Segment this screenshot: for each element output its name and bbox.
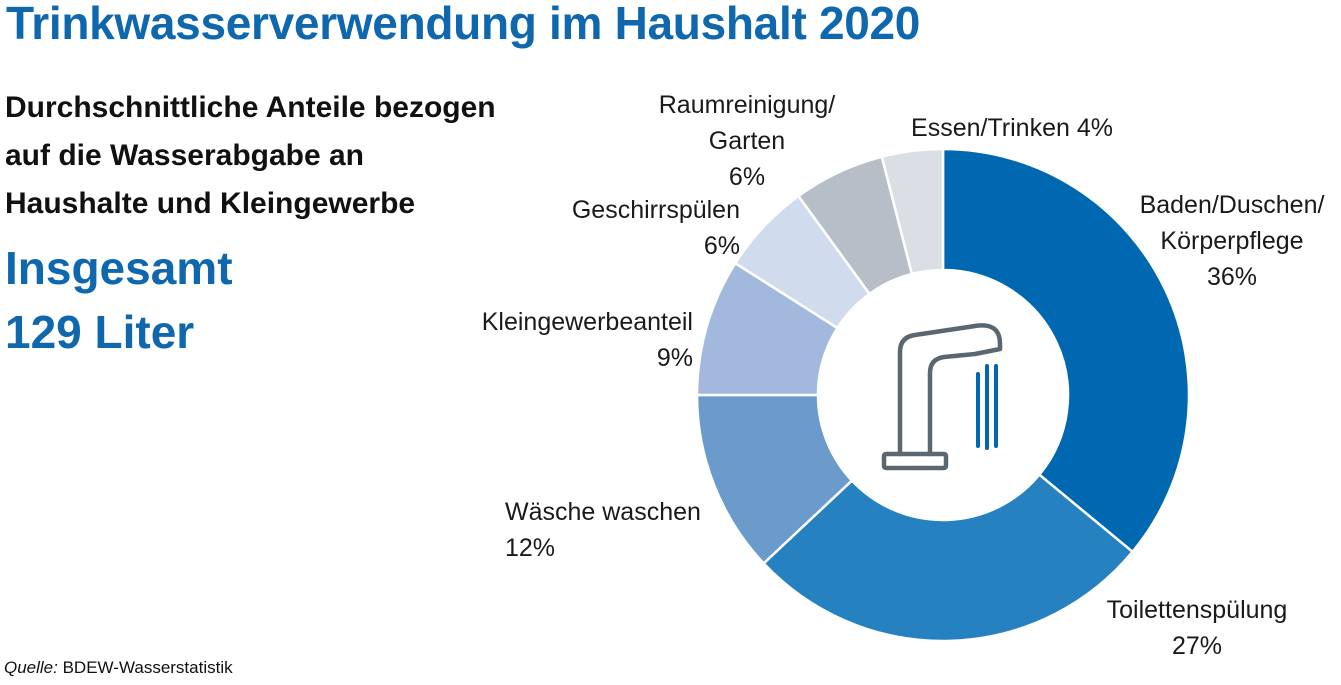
water-streams bbox=[976, 364, 998, 450]
source-label: Quelle: bbox=[4, 658, 58, 677]
subtitle-line: Haushalte und Kleingewerbe bbox=[5, 187, 416, 220]
slice-label-line: Geschirrspülen bbox=[572, 196, 740, 224]
total-label: Insgesamt bbox=[5, 242, 233, 294]
slice-label-line: Essen/Trinken 4% bbox=[911, 114, 1113, 142]
slice-label: Raumreinigung/Garten 6% bbox=[659, 91, 836, 191]
slice-label-line: Raumreinigung/ bbox=[659, 91, 836, 119]
source-note: Quelle: BDEW-Wasserstatistik bbox=[4, 658, 233, 678]
slice-label-line: Kleingewerbeanteil bbox=[482, 308, 693, 336]
slice-label: Wäsche waschen 12% bbox=[505, 498, 701, 562]
donut-slices bbox=[695, 147, 1191, 643]
subtitle-line: Durchschnittliche Anteile bezogen bbox=[5, 91, 496, 124]
slice-label: Geschirrspülen 6% bbox=[572, 196, 740, 260]
total-summary: Insgesamt 129 Liter bbox=[5, 236, 233, 364]
slice-label-line: Baden/Duschen/ bbox=[1140, 191, 1325, 219]
donut-slice bbox=[880, 147, 945, 276]
slice-label-line: Wäsche waschen bbox=[505, 498, 701, 526]
slice-label-line: 12% bbox=[505, 534, 555, 562]
slice-label: Toilettenspülung 27% bbox=[1107, 596, 1288, 660]
slice-label: Baden/Duschen/Körperpflege 36% bbox=[1140, 191, 1325, 291]
slice-label-line: Garten bbox=[709, 127, 785, 155]
total-value: 129 Liter bbox=[5, 306, 195, 358]
slice-label-line: 9% bbox=[657, 344, 693, 372]
slice-label: Kleingewerbeanteil 9% bbox=[482, 308, 693, 372]
subtitle-line: auf die Wasserabgabe an bbox=[5, 139, 365, 172]
slice-label-line: 27% bbox=[1172, 632, 1222, 660]
water-tap-icon bbox=[881, 323, 1003, 471]
chart-title: Trinkwasserverwendung im Haushalt 2020 bbox=[6, 0, 921, 49]
slice-label: Essen/Trinken 4% bbox=[911, 114, 1113, 142]
slice-label-line: Körperpflege bbox=[1160, 227, 1303, 255]
slice-label-line: Toilettenspülung bbox=[1107, 596, 1288, 624]
donut-slice bbox=[941, 147, 1191, 554]
slice-label-line: 6% bbox=[704, 232, 740, 260]
slice-labels: Baden/Duschen/Körperpflege 36% Toilettensp… bbox=[482, 91, 1325, 660]
tap-body bbox=[881, 323, 1003, 471]
chart-subtitle: Durchschnittliche Anteile bezogen auf di… bbox=[5, 84, 565, 228]
slice-label-line: 6% bbox=[729, 163, 765, 191]
slice-label-line: 36% bbox=[1207, 263, 1257, 291]
donut-slice bbox=[761, 472, 1135, 643]
source-value: BDEW-Wasserstatistik bbox=[57, 658, 233, 677]
